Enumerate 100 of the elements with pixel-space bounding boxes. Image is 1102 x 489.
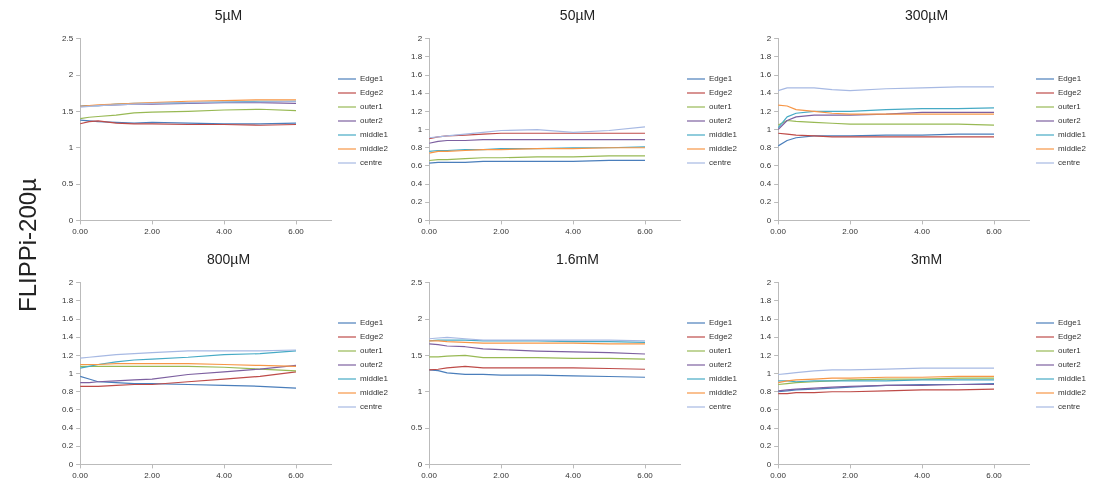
y-tick-label: 2.5 xyxy=(411,278,423,287)
legend-label: middle1 xyxy=(359,130,389,140)
y-tick-label: 0.2 xyxy=(760,441,772,451)
y-tick-label: 2 xyxy=(766,34,772,43)
legend-label: centre xyxy=(708,158,732,168)
legend-label: outer2 xyxy=(1057,116,1082,126)
y-tick-label: 1.8 xyxy=(760,296,772,306)
legend-label: Edge2 xyxy=(359,88,384,98)
legend-label: Edge1 xyxy=(359,74,384,84)
chart-title: 300µM xyxy=(904,7,949,24)
x-tick-label: 6.00 xyxy=(986,471,1003,481)
x-tick-label: 0.00 xyxy=(72,471,89,481)
x-tick-label: 0.00 xyxy=(421,471,438,481)
x-tick-label: 2.00 xyxy=(144,227,161,237)
legend-label: outer2 xyxy=(708,116,733,126)
y-tick-label: 1.4 xyxy=(760,332,772,342)
y-tick-label: 1 xyxy=(417,124,423,134)
legend-label: middle2 xyxy=(359,388,389,398)
y-tick-label: 0.8 xyxy=(760,386,772,396)
x-tick-label: 6.00 xyxy=(637,471,654,481)
legend-label: centre xyxy=(708,402,732,412)
legend-label: middle1 xyxy=(708,374,738,384)
y-tick-label: 0.8 xyxy=(62,386,74,396)
y-tick-label: 1.4 xyxy=(411,88,423,98)
legend-label: Edge2 xyxy=(359,332,384,342)
legend-label: middle2 xyxy=(708,144,738,154)
y-tick-label: 1 xyxy=(417,386,423,396)
legend-label: Edge1 xyxy=(359,318,384,328)
y-tick-label: 0.8 xyxy=(411,142,423,152)
legend-label: Edge1 xyxy=(1057,318,1082,328)
x-tick-label: 6.00 xyxy=(288,227,305,237)
y-tick-label: 0 xyxy=(68,215,74,225)
legend-label: outer1 xyxy=(708,346,733,356)
y-tick-label: 1.4 xyxy=(62,332,74,342)
legend-label: middle2 xyxy=(1057,388,1087,398)
y-tick-label: 0.5 xyxy=(62,179,74,189)
x-tick-label: 2.00 xyxy=(493,227,510,237)
x-tick-label: 4.00 xyxy=(914,227,931,237)
legend-label: Edge2 xyxy=(708,332,733,342)
legend-label: middle2 xyxy=(359,144,389,154)
legend-label: outer1 xyxy=(359,102,384,112)
legend-label: centre xyxy=(1057,402,1081,412)
x-tick-label: 4.00 xyxy=(565,471,582,481)
x-tick-label: 4.00 xyxy=(914,471,931,481)
legend-label: centre xyxy=(359,158,383,168)
y-tick-label: 1.5 xyxy=(411,350,423,360)
legend-label: middle1 xyxy=(1057,374,1087,384)
y-tick-label: 2.5 xyxy=(62,34,74,43)
chart-title: 1.6mM xyxy=(556,251,599,268)
y-tick-label: 0.6 xyxy=(760,405,772,415)
legend-label: outer2 xyxy=(1057,360,1082,370)
y-tick-label: 0 xyxy=(766,215,772,225)
legend-label: middle2 xyxy=(1057,144,1087,154)
x-tick-label: 4.00 xyxy=(565,227,582,237)
x-tick-label: 0.00 xyxy=(770,227,787,237)
x-tick-label: 6.00 xyxy=(986,227,1003,237)
y-tick-label: 0.6 xyxy=(62,405,74,415)
x-tick-label: 0.00 xyxy=(72,227,89,237)
y-tick-label: 1.5 xyxy=(62,106,74,116)
y-tick-label: 1.6 xyxy=(62,314,74,324)
y-tick-label: 1 xyxy=(766,368,772,378)
y-tick-label: 0.4 xyxy=(760,423,772,433)
y-tick-label: 0.8 xyxy=(760,142,772,152)
legend-label: middle1 xyxy=(708,130,738,140)
x-tick-label: 6.00 xyxy=(288,471,305,481)
y-tick-label: 2 xyxy=(68,70,74,80)
y-tick-label: 0 xyxy=(417,215,423,225)
y-tick-label: 2 xyxy=(766,278,772,287)
x-tick-label: 4.00 xyxy=(216,227,233,237)
legend-label: Edge2 xyxy=(708,88,733,98)
y-tick-label: 0.5 xyxy=(411,423,423,433)
y-tick-label: 1.2 xyxy=(760,106,772,116)
y-tick-label: 0.2 xyxy=(760,197,772,207)
y-tick-label: 1.2 xyxy=(760,350,772,360)
legend-label: Edge2 xyxy=(1057,88,1082,98)
legend-label: middle1 xyxy=(359,374,389,384)
legend-label: Edge1 xyxy=(708,318,733,328)
y-tick-label: 1.6 xyxy=(411,70,423,80)
x-tick-label: 0.00 xyxy=(770,471,787,481)
y-tick-label: 2 xyxy=(417,34,423,43)
y-tick-label: 0.4 xyxy=(411,179,423,189)
y-tick-label: 2 xyxy=(68,278,74,287)
legend-label: Edge2 xyxy=(1057,332,1082,342)
y-tick-label: 0.6 xyxy=(411,161,423,171)
y-tick-label: 1.8 xyxy=(411,52,423,62)
y-tick-label: 1.2 xyxy=(411,106,423,116)
legend-label: centre xyxy=(359,402,383,412)
y-tick-label: 0 xyxy=(766,459,772,469)
y-tick-label: 1.2 xyxy=(62,350,74,360)
y-tick-label: 0 xyxy=(417,459,423,469)
legend-label: middle2 xyxy=(708,388,738,398)
y-tick-label: 0.6 xyxy=(760,161,772,171)
y-tick-label: 0 xyxy=(68,459,74,469)
y-tick-label: 0.4 xyxy=(760,179,772,189)
chart-title: 50µM xyxy=(559,7,596,24)
y-tick-label: 0.4 xyxy=(62,423,74,433)
chart-title: 3mM xyxy=(910,251,943,268)
y-tick-label: 1.8 xyxy=(760,52,772,62)
y-tick-label: 1 xyxy=(766,124,772,134)
x-tick-label: 0.00 xyxy=(421,227,438,237)
